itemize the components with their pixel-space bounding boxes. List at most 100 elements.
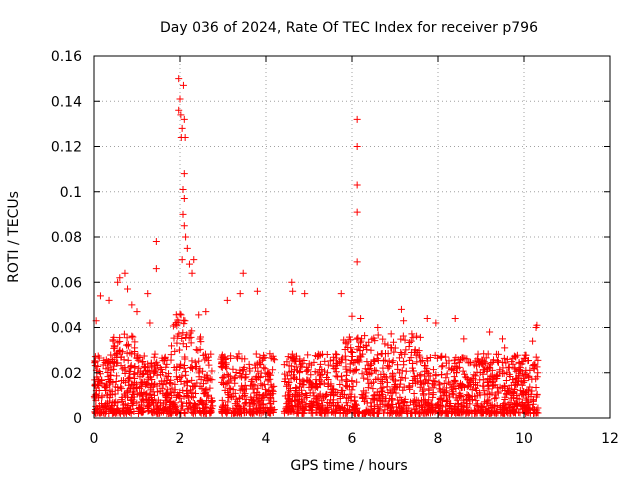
data-point-cloud xyxy=(263,391,271,399)
data-point-cloud xyxy=(294,409,302,417)
data-point-cloud xyxy=(192,389,200,397)
data-point xyxy=(423,314,431,322)
data-point-cloud xyxy=(388,359,396,367)
data-point-cloud xyxy=(328,408,336,416)
data-point-cloud xyxy=(511,365,519,373)
data-point-cloud xyxy=(334,388,342,396)
data-point-cloud xyxy=(159,381,167,389)
data-point-cloud xyxy=(326,357,334,365)
data-point-cloud xyxy=(168,384,176,392)
data-point-cloud xyxy=(207,398,215,406)
data-point-cloud xyxy=(378,376,386,384)
data-point-cloud xyxy=(413,358,421,366)
data-point-cloud xyxy=(139,358,147,366)
data-point-cloud xyxy=(534,404,542,412)
data-point-cloud xyxy=(445,393,453,401)
data-point-cloud xyxy=(388,369,396,377)
data-point-cloud xyxy=(302,403,310,411)
data-point xyxy=(353,208,361,216)
data-point-cloud xyxy=(352,401,360,409)
data-point-cloud xyxy=(111,390,119,398)
data-point-cloud xyxy=(218,358,226,366)
data-point-cloud xyxy=(303,393,311,401)
data-point-cloud xyxy=(420,379,428,387)
data-point-cloud xyxy=(485,396,493,404)
data-point-cloud xyxy=(533,391,541,399)
data-point-cloud xyxy=(93,404,101,412)
data-point-cloud xyxy=(250,409,258,417)
data-point-cloud xyxy=(504,387,512,395)
data-point-cloud xyxy=(448,390,456,398)
data-point-cloud xyxy=(462,409,470,417)
data-point-cloud xyxy=(500,354,508,362)
data-point-cloud xyxy=(178,334,186,342)
data-point-cloud xyxy=(338,376,346,384)
data-point-cloud xyxy=(492,409,500,417)
data-point-cloud xyxy=(140,352,148,360)
data-point-cloud xyxy=(128,400,136,408)
data-point-cloud xyxy=(114,383,122,391)
data-point-cloud xyxy=(456,393,464,401)
data-point xyxy=(179,185,187,193)
data-point-cloud xyxy=(408,364,416,372)
data-point-cloud xyxy=(172,393,180,401)
data-point-cloud xyxy=(284,388,292,396)
data-point-cloud xyxy=(383,374,391,382)
data-point-cloud xyxy=(336,406,344,414)
data-point-cloud xyxy=(379,364,387,372)
data-point-cloud xyxy=(284,353,292,361)
data-point xyxy=(116,274,124,282)
data-point-cloud xyxy=(265,396,273,404)
data-point-cloud xyxy=(203,397,211,405)
data-point xyxy=(183,244,191,252)
data-point-cloud xyxy=(387,330,395,338)
data-point-cloud xyxy=(401,374,409,382)
data-point-cloud xyxy=(304,351,312,359)
data-point-cloud xyxy=(489,356,497,364)
data-point-cloud xyxy=(479,409,487,417)
data-point-cloud xyxy=(296,406,304,414)
data-point-cloud xyxy=(250,389,258,397)
data-point-cloud xyxy=(153,409,161,417)
data-point-cloud xyxy=(285,394,293,402)
data-point-cloud xyxy=(492,394,500,402)
data-point-cloud xyxy=(290,396,298,404)
data-point xyxy=(486,328,494,336)
data-point-cloud xyxy=(321,405,329,413)
data-point-cloud xyxy=(131,338,139,346)
data-point-cloud xyxy=(100,409,108,417)
data-point-cloud xyxy=(422,376,430,384)
data-point-cloud xyxy=(188,357,196,365)
data-point-cloud xyxy=(405,382,413,390)
data-point xyxy=(185,260,193,268)
data-point-cloud xyxy=(505,404,513,412)
data-point-cloud xyxy=(332,368,340,376)
data-point-cloud xyxy=(291,357,299,365)
data-point-cloud xyxy=(485,363,493,371)
data-point-cloud xyxy=(236,372,244,380)
data-point-cloud xyxy=(343,383,351,391)
data-point-cloud xyxy=(386,409,394,417)
data-point-cloud xyxy=(218,351,226,359)
data-point-cloud xyxy=(380,370,388,378)
data-point-cloud xyxy=(181,317,189,325)
data-point-cloud xyxy=(188,376,196,384)
data-point-cloud xyxy=(470,407,478,415)
data-point-cloud xyxy=(474,402,482,410)
data-point-cloud xyxy=(305,360,313,368)
data-point-cloud xyxy=(251,364,259,372)
data-point-cloud xyxy=(448,408,456,416)
data-point-cloud xyxy=(247,377,255,385)
data-point-cloud xyxy=(283,372,291,380)
data-point-cloud xyxy=(231,389,239,397)
data-point-cloud xyxy=(167,398,175,406)
data-point-cloud xyxy=(445,357,453,365)
data-point-cloud xyxy=(409,367,417,375)
data-point-cloud xyxy=(362,342,370,350)
data-point-cloud xyxy=(257,409,265,417)
data-point-cloud xyxy=(329,385,337,393)
data-point-cloud xyxy=(163,377,171,385)
data-point-cloud xyxy=(306,389,314,397)
data-point-cloud xyxy=(364,361,372,369)
